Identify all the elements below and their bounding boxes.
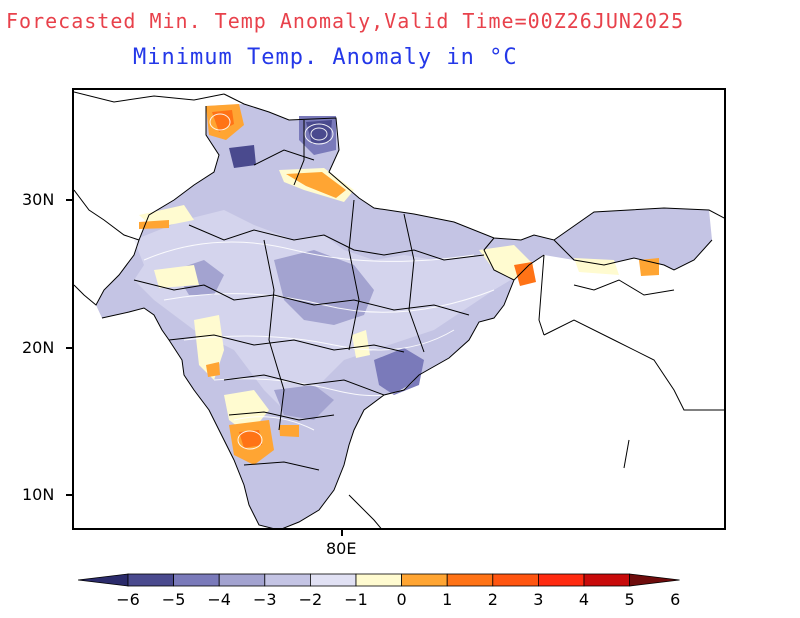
anomaly-plus1-zone-assam bbox=[574, 258, 619, 275]
lon-label-80e: 80E bbox=[326, 539, 357, 558]
colorbar-tick-label: −5 bbox=[161, 590, 186, 609]
colorbar-segment bbox=[583, 573, 630, 587]
figure-subtitle: Minimum Temp. Anomaly in °C bbox=[133, 45, 518, 70]
colorbar-segment bbox=[127, 573, 174, 587]
lon-tick-80e bbox=[341, 530, 343, 536]
anomaly-plus3-zone-karnataka bbox=[239, 430, 262, 448]
anomaly-plus3-zone-northeast bbox=[514, 262, 536, 286]
colorbar-extension-low bbox=[78, 573, 129, 587]
colorbar-segment bbox=[446, 573, 494, 587]
colorbar-segment bbox=[218, 573, 266, 587]
colorbar-extension-high bbox=[629, 573, 680, 587]
colorbar-segment bbox=[173, 573, 220, 587]
colorbar-tick-label: 3 bbox=[533, 590, 544, 609]
colorbar-tick-label: 4 bbox=[578, 590, 590, 609]
anomaly-map bbox=[74, 91, 724, 528]
map-panel bbox=[72, 88, 726, 530]
colorbar-tick-label: 6 bbox=[670, 590, 681, 609]
colorbar-segment bbox=[401, 573, 448, 587]
colorbar-tick-label: 2 bbox=[487, 590, 498, 609]
colorbar-tick-label: −2 bbox=[298, 590, 323, 609]
anomaly-plus2-zone-himalaya bbox=[286, 172, 346, 198]
lat-label-20n: 20N bbox=[22, 338, 55, 357]
lat-tick-30n bbox=[66, 199, 72, 201]
lat-label-30n: 30N bbox=[22, 190, 55, 209]
colorbar-tick-label: −4 bbox=[207, 590, 231, 609]
colorbar-segment bbox=[264, 573, 311, 587]
colorbar-segment bbox=[492, 573, 539, 587]
borders bbox=[74, 91, 724, 528]
colorbar-segment bbox=[309, 573, 357, 587]
colorbar-labels: −6 −5 −4 −3 −2 −1 0 1 2 3 4 5 6 bbox=[0, 590, 800, 614]
colorbar-tick-label: 1 bbox=[442, 590, 453, 609]
colorbar-tick-label: 0 bbox=[396, 590, 407, 609]
anomaly-plus2-zone-karnataka-east bbox=[279, 425, 299, 437]
figure-title: Forecasted Min. Temp Anomaly,Valid Time=… bbox=[6, 9, 685, 33]
anomaly-plus2-zone-assam bbox=[639, 258, 659, 276]
colorbar-tick-label: −1 bbox=[344, 590, 368, 609]
colorbar bbox=[78, 573, 680, 587]
lat-tick-20n bbox=[66, 347, 72, 349]
anomaly-minus4-zone-kashmir bbox=[229, 145, 256, 168]
colorbar-tick-label: 5 bbox=[624, 590, 635, 609]
anomaly-plus1-zone-central bbox=[352, 330, 370, 358]
lat-tick-10n bbox=[66, 494, 72, 496]
colorbar-segment bbox=[355, 573, 402, 587]
colorbar-segment bbox=[537, 573, 585, 587]
colorbar-tick-label: −3 bbox=[253, 590, 277, 609]
anomaly-plus2-zone-west-coast bbox=[206, 362, 220, 377]
lat-label-10n: 10N bbox=[22, 485, 55, 504]
anomaly-minus3-zone-south bbox=[274, 385, 334, 420]
colorbar-tick-label: −6 bbox=[116, 590, 140, 609]
anomaly-minus3-zone-central bbox=[274, 250, 374, 325]
anomaly-plus1-zone-rajasthan bbox=[154, 265, 199, 288]
